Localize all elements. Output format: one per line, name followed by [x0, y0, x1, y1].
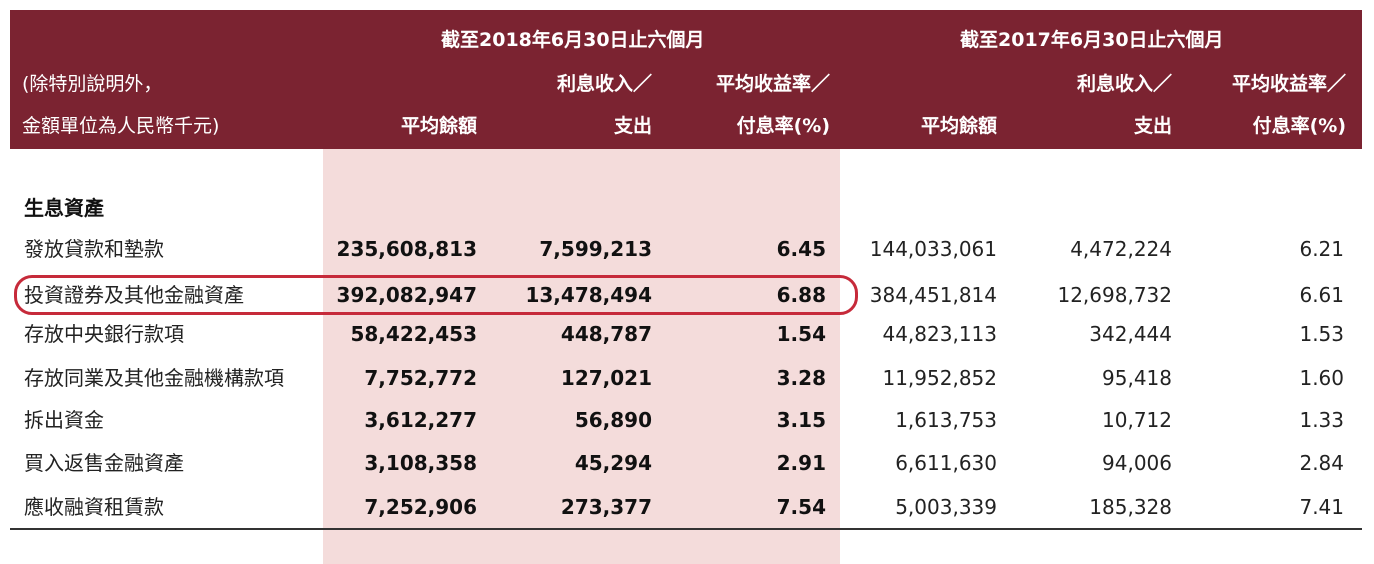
- interest-2018-cell: 45,294: [574, 451, 652, 475]
- row-label: 存放同業及其他金融機構款項: [24, 366, 284, 390]
- period-2018-heading: 截至2018年6月30日止六個月: [441, 29, 705, 51]
- col-avg-2017: 平均餘額: [920, 115, 997, 137]
- yield-2017-cell: 6.21: [1299, 237, 1344, 261]
- col-yield-2018-line1: 平均收益率／: [715, 73, 830, 95]
- interest-2018-cell: 273,377: [560, 495, 652, 519]
- col-yield-2018-line2: 付息率(%): [736, 115, 830, 137]
- col-interest-2017-line2: 支出: [1133, 115, 1172, 137]
- yield-2017-cell: 1.53: [1299, 322, 1344, 346]
- row-label: 投資證券及其他金融資產: [24, 283, 244, 307]
- avg-2017-cell: 11,952,852: [882, 366, 997, 390]
- table-header: [10, 10, 1362, 149]
- interest-2017-cell: 94,006: [1102, 451, 1172, 475]
- interest-2018-cell: 7,599,213: [539, 237, 652, 261]
- col-yield-2017-line1: 平均收益率／: [1231, 73, 1346, 95]
- avg-2018-cell: 58,422,453: [350, 322, 477, 346]
- avg-2017-cell: 44,823,113: [882, 322, 997, 346]
- interest-2018-cell: 56,890: [574, 408, 652, 432]
- yield-2018-cell: 6.45: [776, 237, 826, 261]
- avg-2018-cell: 7,752,772: [364, 366, 477, 390]
- row-label: 買入返售金融資產: [24, 451, 184, 475]
- avg-2018-cell: 392,082,947: [336, 283, 477, 307]
- interest-2017-cell: 342,444: [1089, 322, 1172, 346]
- yield-2018-cell: 7.54: [776, 495, 826, 519]
- yield-2017-cell: 2.84: [1299, 451, 1344, 475]
- yield-2017-cell: 7.41: [1299, 495, 1344, 519]
- row-label: 存放中央銀行款項: [24, 322, 184, 346]
- avg-2017-cell: 6,611,630: [895, 451, 997, 475]
- highlight-column-shade: [323, 149, 840, 564]
- yield-2018-cell: 3.28: [776, 366, 826, 390]
- interest-2018-cell: 448,787: [560, 322, 652, 346]
- row-label: 拆出資金: [24, 408, 104, 432]
- yield-2017-cell: 6.61: [1299, 283, 1344, 307]
- col-interest-2017-line1: 利息收入／: [1076, 73, 1172, 95]
- interest-2017-cell: 12,698,732: [1057, 283, 1172, 307]
- interest-2017-cell: 10,712: [1102, 408, 1172, 432]
- col-avg-2018: 平均餘額: [400, 115, 477, 137]
- yield-2018-cell: 2.91: [776, 451, 826, 475]
- interest-2018-cell: 13,478,494: [525, 283, 652, 307]
- yield-2018-cell: 6.88: [776, 283, 826, 307]
- avg-2018-cell: 3,108,358: [364, 451, 477, 475]
- avg-2017-cell: 144,033,061: [869, 237, 997, 261]
- avg-2017-cell: 1,613,753: [895, 408, 997, 432]
- yield-2018-cell: 3.15: [776, 408, 826, 432]
- avg-2017-cell: 5,003,339: [895, 495, 997, 519]
- avg-2018-cell: 3,612,277: [364, 408, 477, 432]
- interest-2018-cell: 127,021: [560, 366, 652, 390]
- avg-2018-cell: 235,608,813: [336, 237, 477, 261]
- yield-2018-cell: 1.54: [776, 322, 826, 346]
- period-2017-heading: 截至2017年6月30日止六個月: [960, 29, 1224, 51]
- section-title: 生息資產: [24, 196, 104, 220]
- col-yield-2017-line2: 付息率(%): [1252, 115, 1346, 137]
- unit-note-line2: 金額單位為人民幣千元): [22, 115, 220, 137]
- interest-2017-cell: 185,328: [1089, 495, 1172, 519]
- yield-2017-cell: 1.60: [1299, 366, 1344, 390]
- row-label: 應收融資租賃款: [24, 495, 164, 519]
- interest-2017-cell: 4,472,224: [1070, 237, 1172, 261]
- row-highlight-ring: [14, 275, 858, 315]
- avg-2017-cell: 384,451,814: [869, 283, 997, 307]
- unit-note-line1: (除特別說明外，: [22, 73, 163, 95]
- row-label: 發放貸款和墊款: [24, 237, 164, 261]
- interest-2017-cell: 95,418: [1102, 366, 1172, 390]
- table-bottom-rule: [10, 528, 1362, 530]
- col-interest-2018-line2: 支出: [613, 115, 652, 137]
- yield-2017-cell: 1.33: [1299, 408, 1344, 432]
- col-interest-2018-line1: 利息收入／: [556, 73, 652, 95]
- avg-2018-cell: 7,252,906: [364, 495, 477, 519]
